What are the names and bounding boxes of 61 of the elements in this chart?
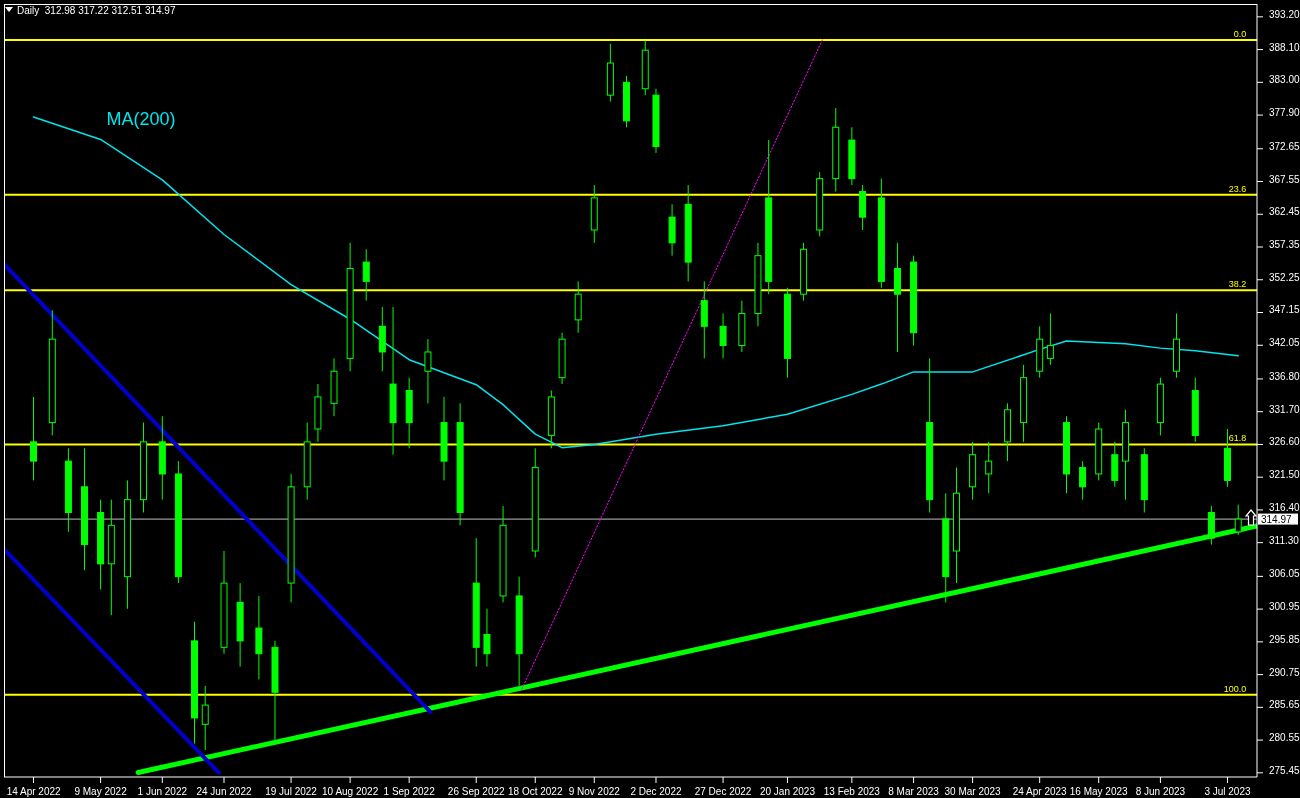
- x-tick-label: 2 Dec 2022: [630, 786, 682, 797]
- y-tick-label: 326.60: [1269, 436, 1300, 448]
- x-tick-label: 16 May 2023: [1069, 786, 1129, 797]
- annotation: 23.6: [1228, 183, 1247, 194]
- y-tick-label: 316.40: [1269, 501, 1300, 513]
- y-tick-label: 300.95: [1269, 601, 1300, 613]
- y-tick-label: 311.30: [1269, 534, 1300, 546]
- candlestick: [1079, 460, 1087, 501]
- y-tick-label: 280.55: [1269, 732, 1300, 744]
- x-tick-label: 18 Oct 2022: [508, 786, 563, 797]
- candlestick: [201, 685, 209, 751]
- y-tick-label: 372.65: [1269, 140, 1300, 152]
- ref-line-label: 314.97: [1261, 513, 1293, 525]
- candlestick: [362, 248, 370, 302]
- y-tick-label: 306.05: [1269, 568, 1300, 580]
- y-tick-label: 275.45: [1269, 764, 1300, 776]
- y-tick-label: 295.85: [1269, 633, 1300, 645]
- y-tick-label: 383.00: [1269, 74, 1300, 86]
- candlestick: [719, 312, 727, 359]
- candlestick: [30, 396, 38, 481]
- x-tick-label: 26 Sep 2022: [447, 786, 506, 797]
- y-tick-label: 357.35: [1269, 239, 1300, 251]
- x-tick-label: 9 May 2022: [74, 786, 128, 797]
- annotation: 0.0: [1233, 28, 1247, 39]
- annotation: 100.0: [1223, 683, 1247, 694]
- y-tick-label: 388.10: [1269, 41, 1300, 53]
- x-tick-label: 27 Dec 2022: [694, 786, 752, 797]
- y-tick-label: 362.45: [1269, 206, 1300, 218]
- x-tick-label: 9 Nov 2022: [568, 786, 621, 797]
- x-tick-label: 1 Sep 2022: [383, 786, 436, 797]
- y-tick-label: 331.70: [1269, 403, 1300, 415]
- candlestick: [483, 608, 491, 668]
- y-tick-label: 352.25: [1269, 271, 1300, 283]
- x-tick-label: 1 Jun 2022: [137, 786, 188, 797]
- x-tick-label: 19 Jul 2022: [265, 786, 318, 797]
- x-tick-label: 24 Apr 2023: [1012, 786, 1068, 797]
- series-label: MA(200): [106, 109, 176, 130]
- x-tick-label: 3 Jul 2023: [1204, 786, 1251, 797]
- x-tick-label: 20 Jan 2023: [759, 786, 816, 797]
- x-tick-label: 8 Jun 2023: [1135, 786, 1186, 797]
- y-tick-label: 342.05: [1269, 337, 1300, 349]
- candlestick: [1046, 312, 1054, 366]
- y-tick-label: 321.50: [1269, 469, 1300, 481]
- annotation: 38.2: [1228, 279, 1247, 290]
- x-tick-label: 14 Apr 2022: [6, 786, 62, 797]
- x-tick-label: 24 Jun 2022: [196, 786, 252, 797]
- y-tick-label: 393.20: [1269, 8, 1300, 20]
- candlestick: [424, 338, 432, 404]
- chart-title: Daily 312.98 317.22 312.51 314.97: [17, 5, 176, 16]
- y-tick-label: 290.75: [1269, 666, 1300, 678]
- x-tick-label: 10 Aug 2022: [322, 786, 379, 797]
- y-tick-label: 377.90: [1269, 107, 1300, 119]
- y-tick-label: 285.65: [1269, 699, 1300, 711]
- y-tick-label: 367.55: [1269, 173, 1300, 185]
- x-tick-label: 13 Feb 2023: [823, 786, 881, 797]
- y-tick-label: 336.80: [1269, 370, 1300, 382]
- candlestick: [985, 441, 993, 494]
- y-tick-label: 347.15: [1269, 304, 1300, 316]
- annotation: 61.8: [1228, 433, 1247, 444]
- x-tick-label: 8 Mar 2023: [888, 786, 940, 797]
- x-tick-label: 30 Mar 2023: [944, 786, 1002, 797]
